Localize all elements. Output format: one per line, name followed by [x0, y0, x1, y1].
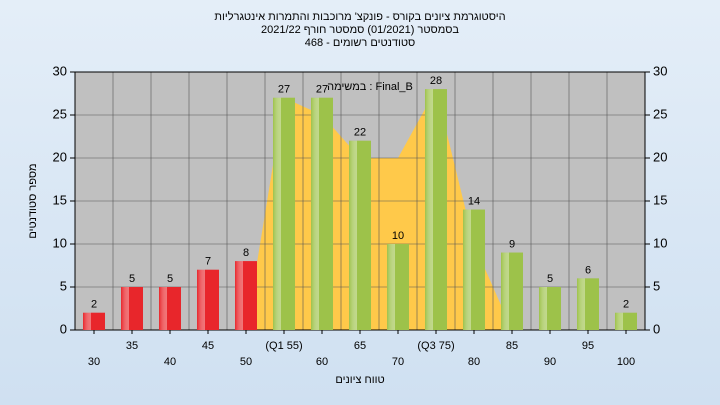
- x-tick-label: 95: [582, 340, 594, 352]
- data-label: 2: [623, 299, 629, 311]
- data-label: 9: [509, 239, 515, 251]
- bar: [463, 209, 485, 330]
- bar: [577, 278, 599, 330]
- bar: [501, 252, 523, 330]
- y2-tick-label: 0: [653, 321, 660, 336]
- x-tick-label: 100: [617, 356, 635, 368]
- bar: [121, 287, 143, 330]
- y2-tick-label: 5: [653, 278, 660, 293]
- y2-tick-label: 30: [653, 63, 667, 78]
- x-tick-label: 30: [88, 356, 100, 368]
- data-label: 7: [205, 256, 211, 268]
- bar: [311, 97, 333, 330]
- data-label: 14: [468, 196, 480, 208]
- x-tick-label: (Q3 75): [417, 340, 454, 352]
- x-tick-label: 90: [544, 356, 556, 368]
- y2-tick-label: 10: [653, 235, 667, 250]
- y-tick-label: 10: [53, 235, 67, 250]
- x-tick-label: 65: [354, 340, 366, 352]
- data-label: 5: [547, 273, 553, 285]
- bar: [539, 287, 561, 330]
- bar: [349, 140, 371, 330]
- x-tick-label: 80: [468, 356, 480, 368]
- bar: [273, 97, 295, 330]
- y-tick-label: 30: [53, 63, 67, 78]
- y2-tick-label: 20: [653, 149, 667, 164]
- data-label: 27: [316, 84, 328, 96]
- x-axis-label: טווח ציונים: [335, 374, 384, 386]
- y-tick-label: 5: [60, 278, 67, 293]
- bar: [197, 269, 219, 330]
- x-tick-label: 70: [392, 356, 404, 368]
- data-label: 5: [129, 273, 135, 285]
- y-tick-label: 25: [53, 106, 67, 121]
- y-tick-label: 0: [60, 321, 67, 336]
- bar: [615, 312, 637, 330]
- chart-subtitle: בסמסטר (01/2021) סמסטר חורף 2021/22: [261, 24, 459, 36]
- data-label: 8: [243, 247, 249, 259]
- data-label: 6: [585, 264, 591, 276]
- chart-title: היסטוגרמת ציונים בקורס - פונקצ' מרוכבות …: [214, 10, 505, 23]
- bar: [159, 287, 181, 330]
- y2-tick-label: 15: [653, 192, 667, 207]
- y-tick-label: 15: [53, 192, 67, 207]
- bar: [83, 312, 105, 330]
- x-tick-label: 85: [506, 340, 518, 352]
- y-axis-label: מספר סטודנטים: [27, 163, 39, 238]
- data-label: 10: [392, 230, 404, 242]
- x-tick-label: 35: [126, 340, 138, 352]
- x-tick-label: (Q1 55): [265, 340, 302, 352]
- bar: [235, 261, 257, 330]
- data-label: 28: [430, 75, 442, 87]
- y2-tick-label: 25: [653, 106, 667, 121]
- legend-label: במשימה : Final_B: [327, 81, 413, 93]
- bar: [387, 244, 409, 330]
- chart-subtitle: סטודנטים רשומים - 468: [305, 37, 416, 49]
- x-tick-label: 60: [316, 356, 328, 368]
- data-label: 22: [354, 127, 366, 139]
- data-label: 5: [167, 273, 173, 285]
- bar: [425, 89, 447, 330]
- y-tick-label: 20: [53, 149, 67, 164]
- x-tick-label: 45: [202, 340, 214, 352]
- data-label: 2: [91, 299, 97, 311]
- x-tick-label: 50: [240, 356, 252, 368]
- data-label: 27: [278, 84, 290, 96]
- x-tick-label: 40: [164, 356, 176, 368]
